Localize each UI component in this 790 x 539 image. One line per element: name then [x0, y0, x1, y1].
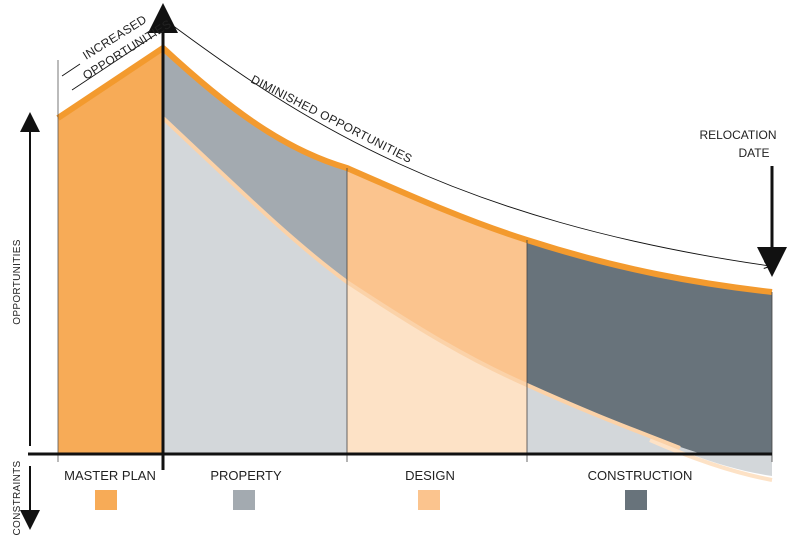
constraints-extension — [690, 454, 772, 476]
master-plan-region — [58, 48, 163, 454]
increased-annotation-tick — [61, 63, 81, 77]
legend-swatch-construction — [625, 490, 647, 510]
constraints-extension-edge — [649, 438, 773, 482]
diminished-annotation-line — [167, 21, 770, 266]
opportunities-axis-label: OPPORTUNITIES — [12, 239, 23, 324]
design-lower-area — [347, 282, 527, 454]
increased-annotation-line — [71, 34, 156, 91]
relocation-label-line2: DATE — [738, 146, 769, 160]
legend-swatch-master-plan — [95, 490, 117, 510]
legend-swatch-design — [418, 490, 440, 510]
phase-label-design: DESIGN — [405, 468, 455, 483]
relocation-label-line1: RELOCATION — [699, 128, 776, 142]
phase-label-master-plan: MASTER PLAN — [64, 468, 156, 483]
phase-label-property: PROPERTY — [210, 468, 282, 483]
opportunity-top-band — [56, 45, 773, 295]
legend-swatch-property — [233, 490, 255, 510]
property-lower-area — [163, 118, 347, 454]
construction-region — [527, 240, 772, 454]
lower-curve-edge — [161, 116, 681, 450]
constraints-axis-label: CONSTRAINTS — [12, 460, 23, 535]
phase-label-construction: CONSTRUCTION — [588, 468, 693, 483]
construction-lower-area — [527, 385, 772, 472]
